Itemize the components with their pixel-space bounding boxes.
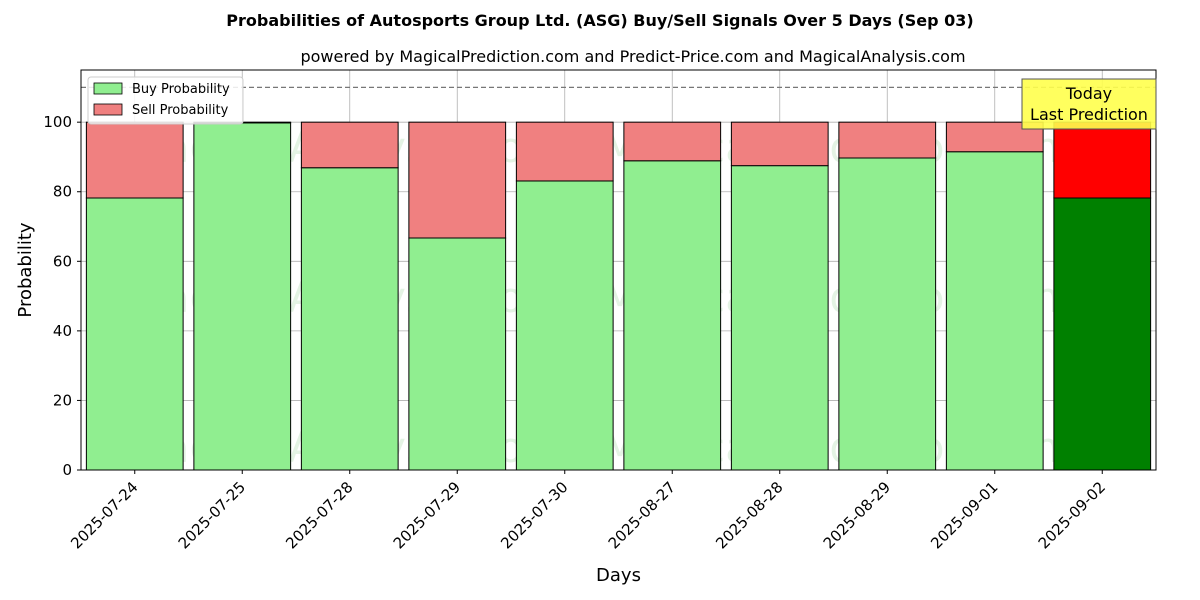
x-tick-label: 2025-07-29 [390,478,464,552]
x-tick-label: 2025-07-28 [282,478,356,552]
legend-box [87,76,244,125]
legend-swatch [93,103,123,116]
sell-bar [515,121,614,182]
x-tick-label: 2025-07-24 [67,478,141,552]
legend-label: Buy Probability [132,82,230,97]
y-tick-label: 20 [53,391,72,409]
buy-bar [408,237,507,471]
x-tick-label: 2025-08-29 [820,478,894,552]
buy-bar [300,167,399,471]
buy-bar [85,197,184,471]
buy-bar [623,160,722,471]
today-annotation-text: Today [1065,84,1112,103]
bars-layer [85,121,1152,471]
plot-frame [80,69,1157,471]
today-annotation-box [1021,78,1157,130]
legend-swatch [93,82,123,95]
sell-bar [838,121,937,159]
today-annotation-text: Last Prediction [1030,105,1148,124]
buy-bar [945,151,1044,471]
y-tick-label: 40 [53,322,72,340]
x-axis-label: Days [596,565,641,586]
legend: Buy Probability Sell Probability [87,76,244,125]
buy-bar [1053,197,1152,471]
y-tick-label: 60 [53,252,72,270]
chart-subtitle: powered by MagicalPrediction.com and Pre… [300,47,965,66]
sell-bar [85,121,184,199]
legend-label: Sell Probability [132,103,229,118]
x-tick-label: 2025-07-30 [497,478,571,552]
x-tick-label: 2025-08-28 [712,478,786,552]
buy-bar [730,165,829,471]
y-axis-label: Probability [15,222,36,317]
sell-bar [408,121,507,239]
chart-title: Probabilities of Autosports Group Ltd. (… [226,11,973,30]
sell-bar [300,121,399,169]
buy-bar [838,157,937,471]
y-tick-label: 0 [62,461,72,479]
x-tick-label: 2025-08-27 [605,478,679,552]
sell-bar [623,121,722,162]
x-tick-label: 2025-09-02 [1035,478,1109,552]
buy-bar [193,122,292,471]
x-tick-label: 2025-09-01 [927,478,1001,552]
y-tick-label: 80 [53,183,72,201]
x-tick-label: 2025-07-25 [175,478,249,552]
y-tick-label: 100 [43,113,72,131]
sell-bar [730,121,829,167]
buy-bar [515,180,614,471]
today-annotation: Today Last Prediction [1021,78,1157,130]
sell-bar [1053,121,1152,199]
